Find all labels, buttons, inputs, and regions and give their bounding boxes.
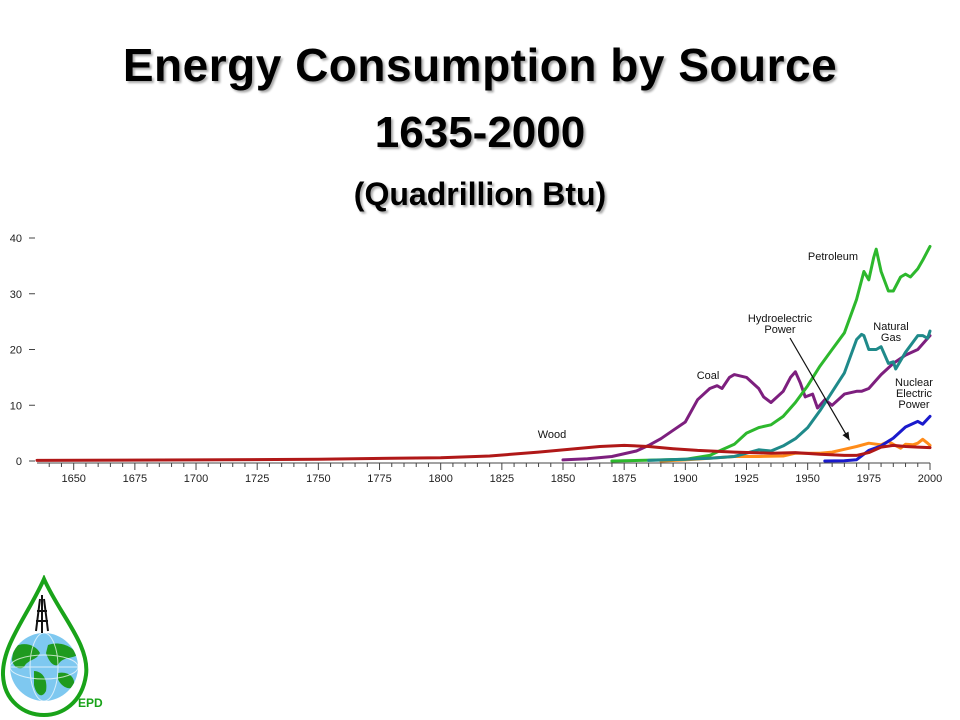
globe-continent-1 bbox=[12, 644, 40, 669]
x-tick-label: 1850 bbox=[551, 473, 575, 485]
series-label-petroleum: Petroleum bbox=[808, 251, 858, 263]
chart-axes: 1650 1675 1700 1725 1750 1775 1800 1825 1850 1875… bbox=[10, 233, 942, 485]
y-tick-label: 30 bbox=[10, 289, 22, 301]
x-tick-label: 1900 bbox=[673, 473, 697, 485]
x-tick-label: 1950 bbox=[795, 473, 819, 485]
series-label-wood: Wood bbox=[538, 429, 567, 441]
y-tick-label: 0 bbox=[16, 456, 22, 468]
x-tick-label: 1925 bbox=[734, 473, 758, 485]
energy-line-chart: 1650 1675 1700 1725 1750 1775 1800 1825 1850 1875… bbox=[10, 233, 942, 485]
globe-continent-4 bbox=[58, 672, 75, 689]
series-line-coal bbox=[561, 334, 932, 462]
y-tick-label: 40 bbox=[10, 233, 22, 245]
x-tick-label: 1650 bbox=[61, 473, 85, 485]
x-tick-label: 1750 bbox=[306, 473, 330, 485]
epd-logo: EPD bbox=[0, 575, 103, 718]
y-tick-label: 20 bbox=[10, 345, 22, 357]
slide-subtitle-years: 1635-2000 bbox=[374, 108, 586, 157]
series-line-nuclear bbox=[823, 414, 932, 463]
x-tick-label: 1825 bbox=[490, 473, 514, 485]
series-line-hydro bbox=[659, 437, 932, 463]
x-tick-label: 1975 bbox=[857, 473, 881, 485]
logo-text: EPD bbox=[78, 696, 103, 710]
annotation-arrow-line bbox=[789, 337, 851, 441]
oil-derrick-icon bbox=[35, 595, 49, 633]
annotation-hydroelectric-label: Hydroelectric bbox=[748, 313, 813, 325]
series-label-natural-gas: Gas bbox=[881, 332, 902, 344]
series-label-nuclear: Nuclear bbox=[895, 377, 933, 389]
x-tick-label: 1725 bbox=[245, 473, 269, 485]
series-line-petroleum bbox=[610, 244, 932, 463]
x-tick-label: 1700 bbox=[184, 473, 208, 485]
x-tick-label: 2000 bbox=[918, 473, 942, 485]
series-line-wood bbox=[35, 443, 932, 462]
annotation-hydroelectric-label: Power bbox=[764, 324, 796, 336]
x-tick-label: 1675 bbox=[123, 473, 147, 485]
globe-continent-3 bbox=[34, 671, 47, 696]
slide-subtitle-units: (Quadrillion Btu) bbox=[353, 176, 607, 212]
series-label-nuclear: Power bbox=[898, 399, 930, 411]
globe-grid bbox=[9, 632, 79, 702]
slide-title: Energy Consumption by Source bbox=[122, 39, 838, 91]
x-tick-label: 1775 bbox=[367, 473, 391, 485]
series-label-nuclear: Electric bbox=[896, 388, 933, 400]
series-label-natural-gas: Natural bbox=[873, 321, 908, 333]
series-label-coal: Coal bbox=[697, 370, 720, 382]
x-tick-label: 1875 bbox=[612, 473, 636, 485]
series-line-natural-gas bbox=[647, 329, 932, 462]
x-tick-label: 1800 bbox=[428, 473, 452, 485]
annotation-arrowhead bbox=[842, 431, 850, 441]
y-tick-label: 10 bbox=[10, 400, 22, 412]
globe-continent-2 bbox=[46, 643, 78, 666]
chart-series bbox=[35, 244, 932, 463]
